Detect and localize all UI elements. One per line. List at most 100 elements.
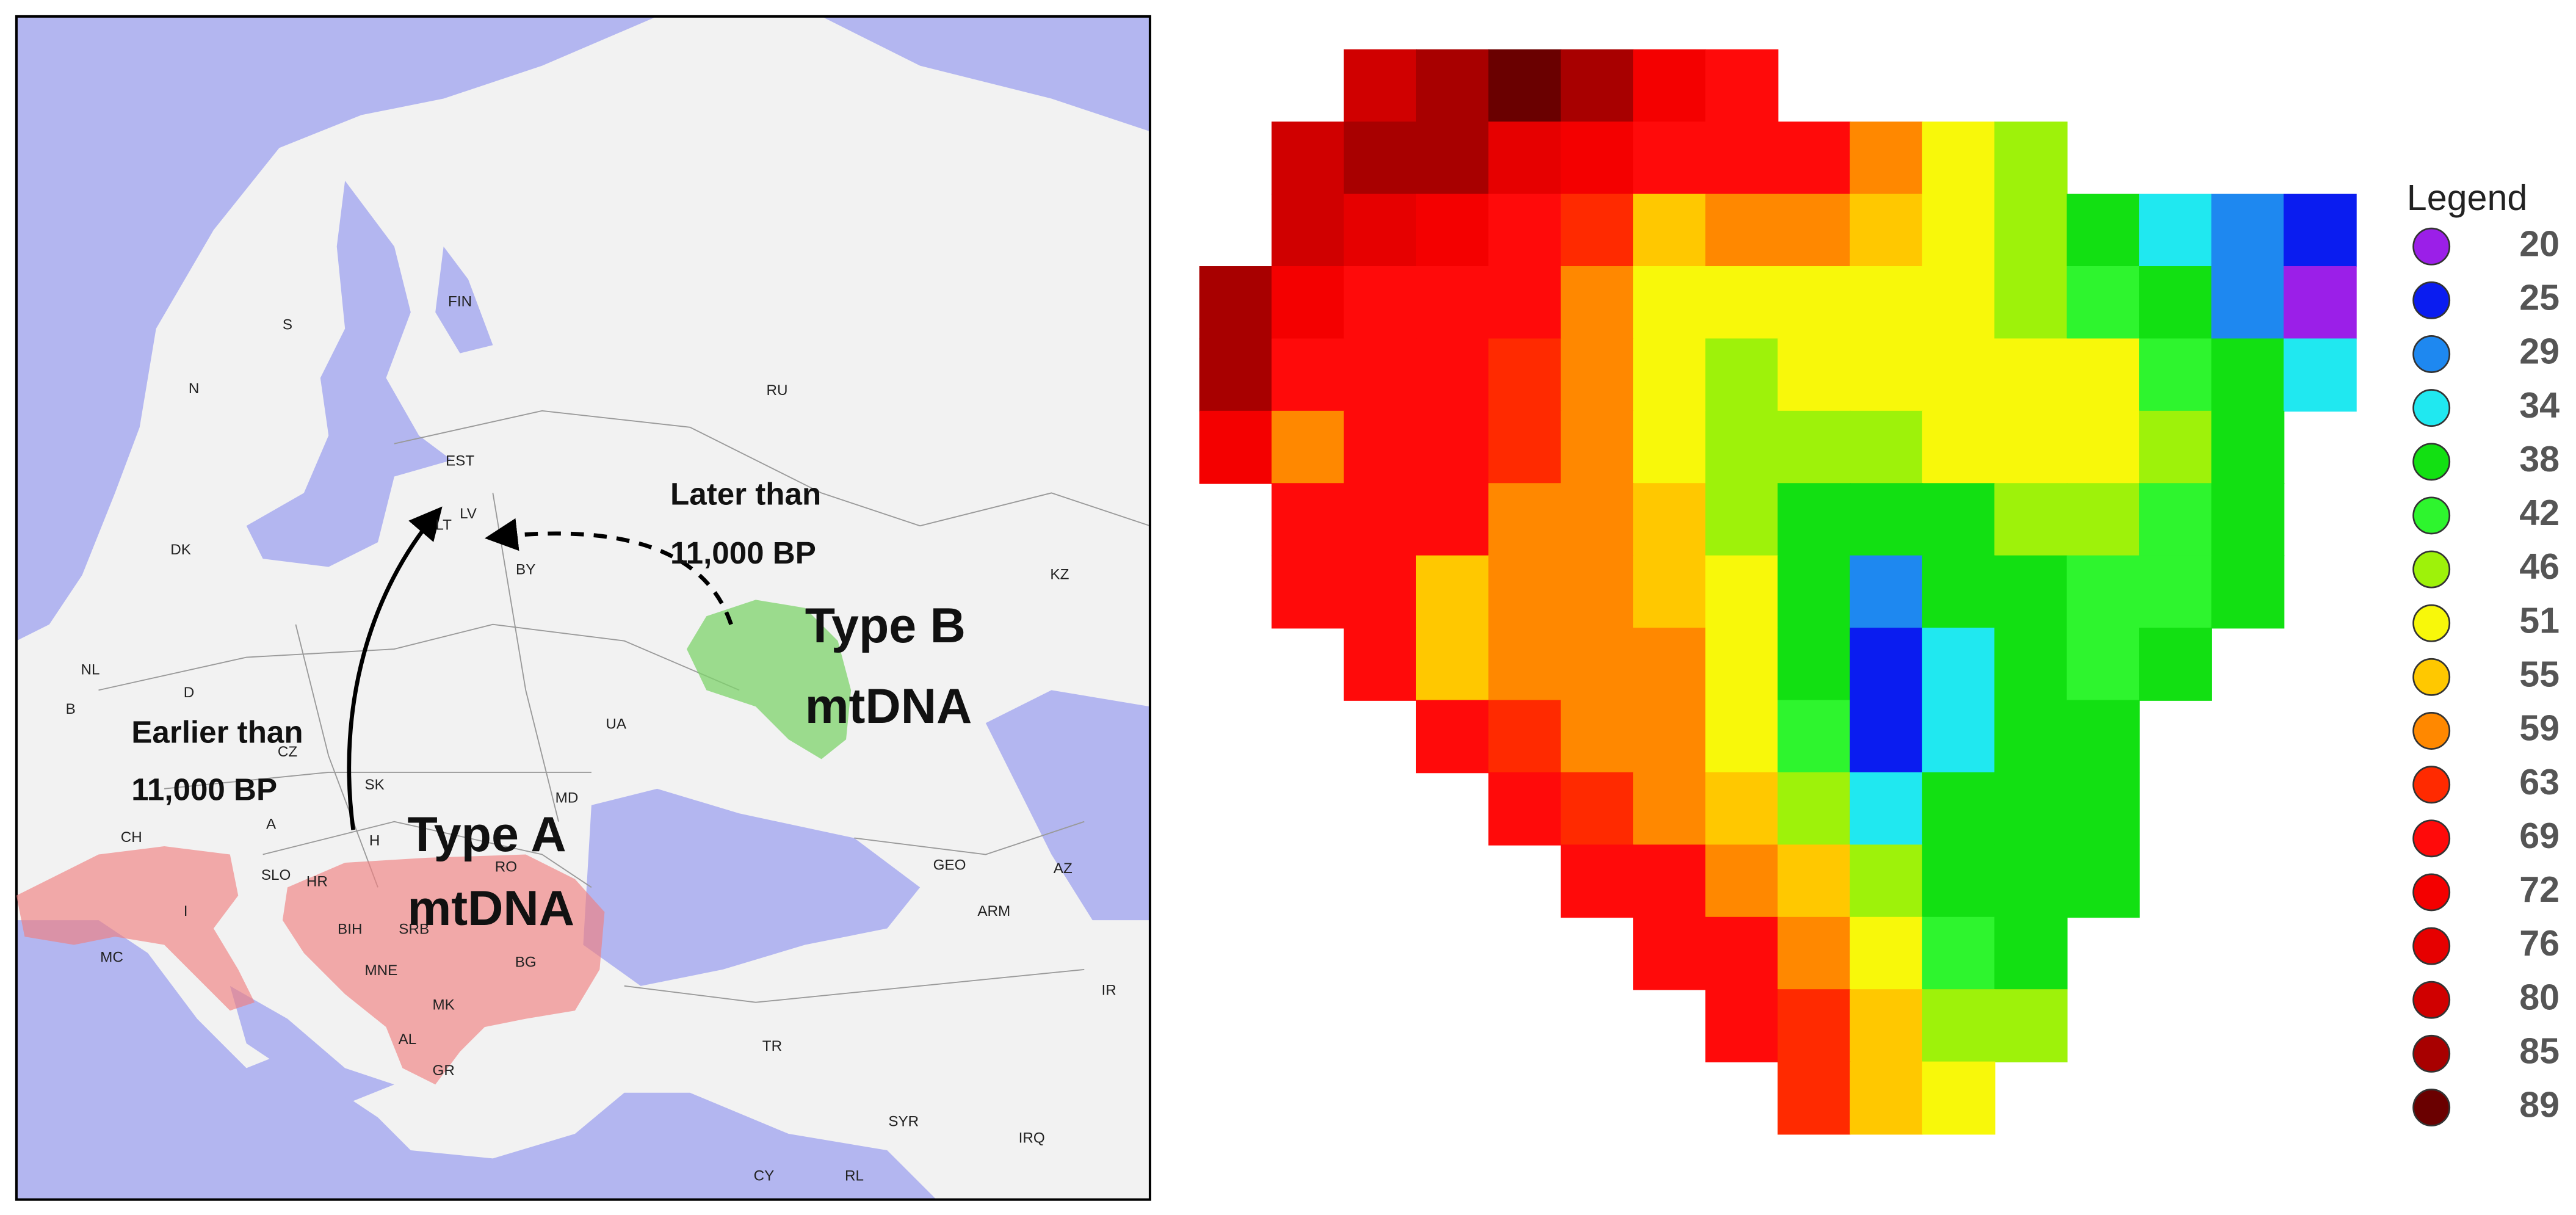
heat-cell <box>1922 122 1995 195</box>
heat-cell <box>2066 700 2140 774</box>
heat-cell <box>1416 628 1489 701</box>
heat-cell <box>2139 266 2212 339</box>
heat-cell <box>1994 844 2068 918</box>
heat-cell <box>1922 1061 1995 1135</box>
heat-cell <box>1416 700 1489 774</box>
legend-swatch <box>2412 766 2451 804</box>
heat-cell <box>2139 194 2212 267</box>
country-label: I <box>184 903 188 919</box>
country-label: DK <box>170 542 191 558</box>
heat-cell <box>1994 338 2068 412</box>
heat-cell <box>1994 122 2068 195</box>
heat-cell <box>1778 483 1851 557</box>
country-label: ARM <box>977 903 1010 919</box>
heat-cell <box>1633 916 1706 990</box>
annotation: Type A <box>407 807 566 862</box>
country-label: KZ <box>1050 566 1069 582</box>
country-label: RO <box>495 858 517 875</box>
heat-cell <box>1488 338 1562 412</box>
heat-cell <box>1850 266 1923 339</box>
annotation: Earlier than <box>131 715 303 750</box>
heat-cell <box>1416 49 1489 123</box>
country-label: HR <box>306 874 328 890</box>
heat-cell <box>2211 555 2285 629</box>
heat-cell <box>1199 338 1273 412</box>
legend-swatch <box>2412 712 2451 750</box>
heat-cell <box>1778 410 1851 484</box>
heat-cell <box>1633 49 1706 123</box>
country-label: BY <box>516 561 535 578</box>
heat-cell <box>1778 989 1851 1062</box>
country-label: MC <box>100 949 123 965</box>
annotations: Earlier than 11,000 BP Later than 11,000… <box>131 476 972 936</box>
heat-cell <box>1778 194 1851 267</box>
country-label: SYR <box>888 1114 919 1130</box>
heat-cell <box>1344 555 1417 629</box>
heat-cell <box>2066 266 2140 339</box>
heat-cell <box>1778 628 1851 701</box>
legend-value: 76 <box>2519 923 2560 963</box>
heat-cell <box>1850 555 1923 629</box>
legend-value: 20 <box>2519 223 2560 264</box>
annotation: Later than <box>670 476 821 511</box>
heat-cell <box>1778 266 1851 339</box>
heat-cell <box>1922 989 1995 1062</box>
heat-cell <box>1560 555 1634 629</box>
legend-value: 55 <box>2519 653 2560 694</box>
heat-cell <box>1778 844 1851 918</box>
heat-cell <box>1778 338 1851 412</box>
heat-cell <box>2283 266 2357 339</box>
legend-value: 51 <box>2519 600 2560 640</box>
heat-cell <box>1560 483 1634 557</box>
country-label: FIN <box>448 294 472 310</box>
heat-cell <box>2139 628 2212 701</box>
legend-value: 63 <box>2519 761 2560 802</box>
heat-cell <box>1488 49 1562 123</box>
heat-cell <box>1416 555 1489 629</box>
heat-cell <box>1850 338 1923 412</box>
heatmap <box>1199 49 2357 1135</box>
heat-cell <box>1488 122 1562 195</box>
legend-value: 72 <box>2519 869 2560 910</box>
legend-swatch <box>2412 443 2451 481</box>
heat-cell <box>1560 628 1634 701</box>
heat-cell <box>1850 628 1923 701</box>
heat-cell <box>2066 410 2140 484</box>
heat-cell <box>1922 194 1995 267</box>
country-label: UA <box>606 716 626 732</box>
legend-swatch <box>2412 927 2451 965</box>
heat-cell <box>1344 410 1417 484</box>
legend-swatch <box>2412 496 2451 535</box>
heat-cell <box>1416 483 1489 557</box>
heat-cell <box>1994 700 2068 774</box>
heat-cell <box>1850 700 1923 774</box>
heat-cell <box>1922 844 1995 918</box>
heat-cell <box>2066 338 2140 412</box>
heat-cell <box>1344 49 1417 123</box>
legend-swatch <box>2412 658 2451 696</box>
arrow-dashed <box>485 518 733 625</box>
annotation: 11,000 BP <box>131 772 277 807</box>
legend-swatch <box>2412 819 2451 858</box>
heat-cell <box>1488 555 1562 629</box>
arrow-solid <box>347 506 443 830</box>
legend-value: 38 <box>2519 438 2560 479</box>
country-label: SLO <box>261 867 291 883</box>
heat-cell <box>1705 555 1779 629</box>
heat-cell <box>2066 194 2140 267</box>
region-balkans <box>282 854 605 1085</box>
heat-cell <box>1560 194 1634 267</box>
legend-value: 85 <box>2519 1030 2560 1071</box>
country-labels: N S FIN RU EST LV LT DK BY KZ NL D B UA CZ MD SK CH A H SLO R… <box>66 294 1116 1184</box>
heat-cell <box>1922 338 1995 412</box>
legend-title: Legend <box>2407 177 2528 218</box>
heat-cell <box>1994 410 2068 484</box>
heat-cell <box>1272 194 1345 267</box>
heat-cell <box>1994 555 2068 629</box>
heat-cell <box>1560 772 1634 846</box>
heat-cell <box>1922 772 1995 846</box>
heat-cell <box>1488 483 1562 557</box>
country-label: CZ <box>278 744 297 760</box>
legend-value: 69 <box>2519 815 2560 856</box>
